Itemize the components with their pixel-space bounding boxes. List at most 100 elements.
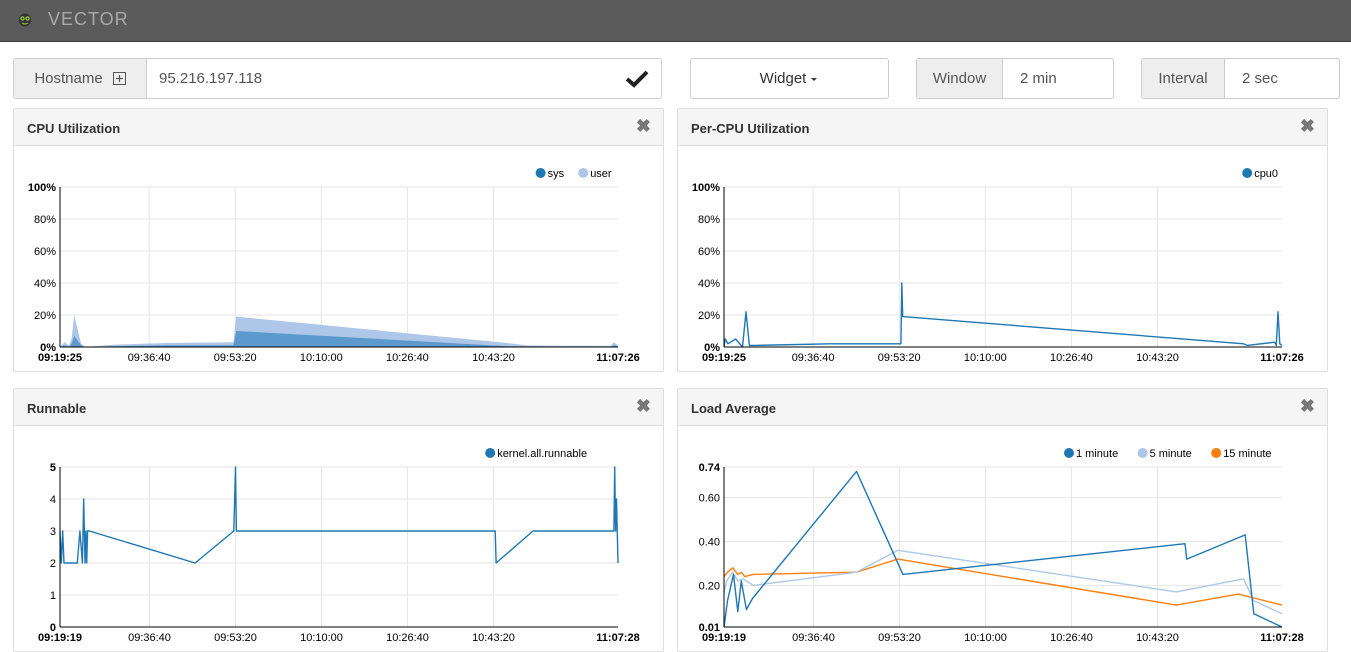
app-title[interactable]: VECTOR — [48, 9, 129, 29]
legend-label: sys — [548, 168, 565, 180]
panel-header: CPU Utilization ✖ — [14, 109, 663, 146]
legend-label: 1 minute — [1076, 448, 1118, 460]
hostname-label: Hostname — [34, 70, 103, 87]
y-tick-label: 1 — [50, 590, 56, 602]
chart-load-average: 0.01 0.20 0.40 0.60 0.74 09:19:19 09:36:40 09:5… — [699, 448, 1304, 644]
close-icon[interactable]: ✖ — [635, 116, 651, 136]
x-tick-label: 10:43:20 — [1136, 632, 1179, 644]
x-tick-label: 10:10:00 — [300, 352, 343, 364]
line-series-kernel-all-runnable — [59, 466, 619, 564]
interval-input[interactable]: 2 sec — [1242, 70, 1278, 87]
x-tick-label: 09:36:40 — [792, 352, 835, 364]
x-tick-label: 11:07:26 — [596, 352, 639, 364]
y-tick-label: 3 — [50, 526, 56, 538]
legend-label: 15 minute — [1223, 448, 1271, 460]
x-tick-label: 10:26:40 — [1050, 632, 1093, 644]
x-tick-label: 10:10:00 — [300, 632, 343, 644]
y-tick-label: 0.20 — [699, 580, 720, 592]
panel-header: Per-CPU Utilization ✖ — [678, 109, 1327, 146]
y-tick-label: 2 — [50, 558, 56, 570]
x-tick-label: 10:26:40 — [386, 632, 429, 644]
panel-title: CPU Utilization — [27, 121, 121, 136]
hostname-input[interactable]: 95.216.197.118 — [159, 70, 263, 87]
legend-label: cpu0 — [1254, 168, 1278, 180]
x-tick-label: 09:53:20 — [214, 632, 257, 644]
panel-title: Runnable — [27, 401, 87, 416]
y-tick-label: 20% — [698, 310, 720, 322]
x-tick-label: 10:10:00 — [964, 352, 1007, 364]
y-tick-label: 0.40 — [699, 537, 720, 549]
x-tick-label: 10:26:40 — [386, 352, 429, 364]
navbar: VECTOR — [0, 0, 1351, 42]
close-icon[interactable]: ✖ — [635, 396, 651, 416]
x-tick-label: 10:26:40 — [1050, 352, 1093, 364]
y-tick-label: 0.01 — [699, 622, 720, 634]
y-tick-label: 60% — [698, 246, 720, 258]
line-series-15-minute — [723, 558, 1283, 606]
panel-per-cpu-utilization: Per-CPU Utilization ✖ 0% 20% 40% 60% 80% 100%… — [677, 108, 1328, 372]
x-tick-label: 09:53:20 — [214, 352, 257, 364]
panel-header: Load Average ✖ — [678, 389, 1327, 426]
interval-addon: Interval — [1142, 59, 1225, 98]
widget-label: Widget — [759, 70, 807, 87]
area-series-sys — [60, 331, 618, 347]
check-icon[interactable] — [625, 70, 649, 88]
window-input[interactable]: 2 min — [1020, 70, 1057, 87]
y-tick-label: 80% — [698, 214, 720, 226]
panel-runnable: Runnable ✖ 0 1 2 3 4 5 09:19:19 09:36:40 09:53:2… — [13, 388, 664, 652]
x-tick-label: 10:43:20 — [1136, 352, 1179, 364]
y-tick-label: 0.74 — [699, 462, 721, 474]
y-tick-label: 4 — [50, 494, 56, 506]
x-tick-label: 09:19:25 — [38, 352, 82, 364]
x-tick-label: 11:07:28 — [596, 632, 639, 644]
y-tick-label: 40% — [34, 278, 56, 290]
y-tick-label: 100% — [692, 182, 720, 194]
legend-marker — [1242, 168, 1253, 178]
panel-cpu-utilization: CPU Utilization ✖ 0% 20% 40% 60% 80% 100% 09:1… — [13, 108, 664, 372]
x-tick-label: 10:10:00 — [964, 632, 1007, 644]
widget-dropdown-button[interactable]: Widget — [690, 58, 889, 99]
legend-marker — [1064, 448, 1074, 458]
x-tick-label: 10:43:20 — [472, 632, 515, 644]
close-icon[interactable]: ✖ — [1299, 116, 1315, 136]
legend-marker — [485, 448, 496, 458]
hostname-addon[interactable]: Hostname — [14, 59, 147, 98]
y-tick-label: 20% — [34, 310, 56, 322]
panel-header: Runnable ✖ — [14, 389, 663, 426]
x-tick-label: 09:19:19 — [702, 632, 746, 644]
legend-label: 5 minute — [1150, 448, 1192, 460]
x-tick-label: 09:53:20 — [878, 352, 921, 364]
caret-down-icon — [811, 77, 818, 81]
x-tick-label: 11:07:28 — [1260, 632, 1303, 644]
close-icon[interactable]: ✖ — [1299, 396, 1315, 416]
panel-title: Load Average — [691, 401, 777, 416]
x-tick-label: 09:19:25 — [702, 352, 746, 364]
chart-cpu-utilization: 0% 20% 40% 60% 80% 100% 09:19:25 09:36:40 09:53:… — [28, 168, 640, 364]
y-tick-label: 0% — [40, 342, 56, 354]
window-group: Window 2 min — [916, 58, 1114, 99]
window-addon: Window — [917, 59, 1003, 98]
x-tick-label: 10:43:20 — [472, 352, 515, 364]
y-tick-label: 5 — [50, 462, 56, 474]
line-series-5-minute — [723, 549, 1283, 615]
interval-group: Interval 2 sec — [1141, 58, 1340, 99]
x-tick-label: 09:19:19 — [38, 632, 82, 644]
legend-marker — [578, 168, 589, 178]
y-tick-label: 40% — [698, 278, 720, 290]
panel-load-average: Load Average ✖ 0.01 0.20 0.40 0.60 0.74 09:19… — [677, 388, 1328, 652]
hostname-group: Hostname 95.216.197.118 — [13, 58, 662, 99]
chart-runnable: 0 1 2 3 4 5 09:19:19 09:36:40 09:53:20 10:10:00 10… — [38, 448, 640, 644]
y-tick-label: 60% — [34, 246, 56, 258]
vector-logo-icon[interactable] — [16, 10, 34, 28]
chart-per-cpu-utilization: 0% 20% 40% 60% 80% 100% 09:19:25 09:36:40 09:53:… — [692, 168, 1304, 364]
y-tick-label: 0.60 — [699, 493, 720, 505]
y-tick-label: 0 — [50, 622, 56, 634]
y-tick-label: 80% — [34, 214, 56, 226]
legend-label: user — [590, 168, 612, 180]
legend-marker — [1211, 448, 1222, 458]
plus-square-icon[interactable] — [112, 72, 126, 85]
y-tick-label: 0% — [704, 342, 720, 354]
y-tick-label: 100% — [28, 182, 56, 194]
line-series-cpu0 — [723, 282, 1283, 348]
legend-label: kernel.all.runnable — [497, 448, 587, 460]
